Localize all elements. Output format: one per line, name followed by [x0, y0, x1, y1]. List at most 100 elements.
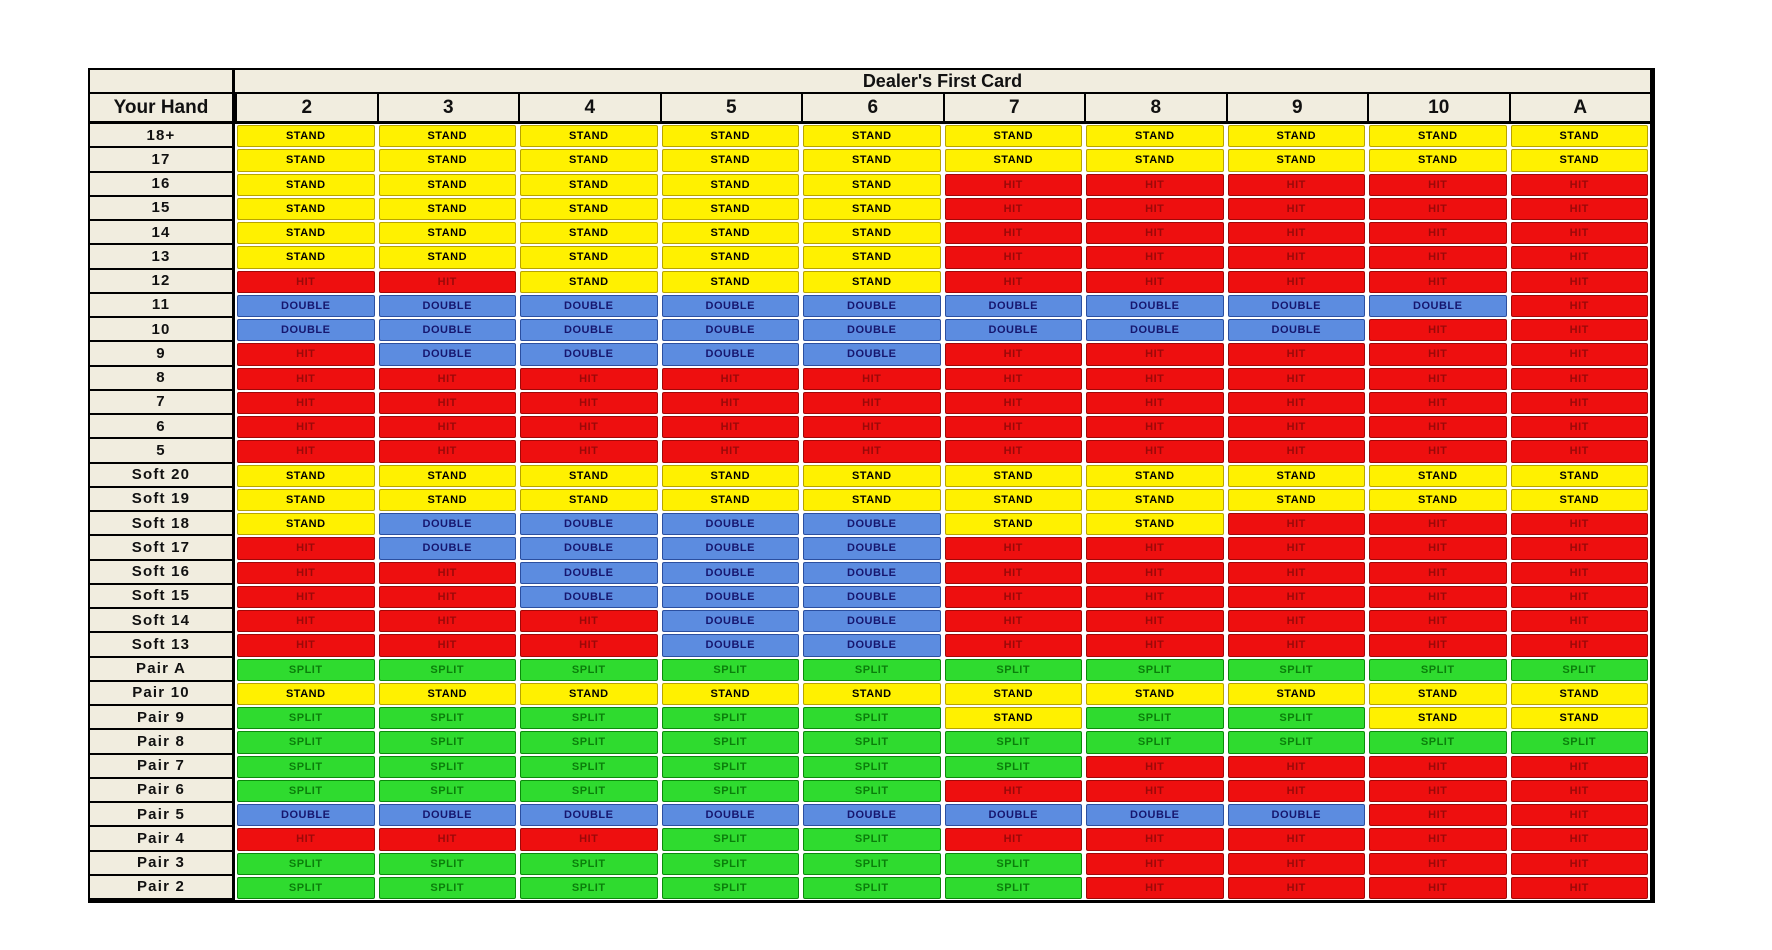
strategy-cell-stand: STAND: [1369, 125, 1507, 148]
strategy-cell-split: SPLIT: [1227, 658, 1365, 681]
strategy-cell-hit: HIT: [1369, 876, 1507, 899]
strategy-cell-hit: HIT: [1369, 561, 1507, 584]
strategy-cell-stand: STAND: [237, 488, 375, 511]
row-label-12: 12: [90, 269, 235, 294]
strategy-cell-double: DOUBLE: [1227, 294, 1365, 317]
strategy-cell-double: DOUBLE: [661, 804, 799, 827]
strategy-cell-stand: STAND: [803, 222, 941, 245]
strategy-cell-hit: HIT: [1227, 246, 1365, 269]
strategy-cell-hit: HIT: [237, 634, 375, 657]
strategy-cell-stand: STAND: [1369, 707, 1507, 730]
strategy-cell-hit: HIT: [944, 634, 1082, 657]
strategy-cell-hit: HIT: [520, 367, 658, 390]
strategy-cell-double: DOUBLE: [661, 294, 799, 317]
strategy-cell-split: SPLIT: [520, 755, 658, 778]
strategy-cell-split: SPLIT: [1510, 731, 1648, 754]
strategy-cell-hit: HIT: [1369, 391, 1507, 414]
strategy-cell-stand: STAND: [944, 149, 1082, 172]
strategy-cell-hit: HIT: [1227, 440, 1365, 463]
strategy-cell-hit: HIT: [1510, 416, 1648, 439]
strategy-cell-split: SPLIT: [661, 707, 799, 730]
strategy-cell-double: DOUBLE: [803, 513, 941, 536]
strategy-cell-hit: HIT: [378, 391, 516, 414]
strategy-cell-stand: STAND: [803, 125, 941, 148]
strategy-cell-hit: HIT: [944, 561, 1082, 584]
strategy-cell-hit: HIT: [803, 391, 941, 414]
strategy-cell-stand: STAND: [378, 173, 516, 196]
strategy-cell-hit: HIT: [1369, 343, 1507, 366]
strategy-cell-double: DOUBLE: [237, 319, 375, 342]
strategy-cell-hit: HIT: [944, 391, 1082, 414]
row-label-pair-4: Pair 4: [90, 827, 235, 852]
strategy-cell-hit: HIT: [1227, 222, 1365, 245]
strategy-cell-hit: HIT: [520, 416, 658, 439]
strategy-cell-stand: STAND: [944, 125, 1082, 148]
strategy-cell-double: DOUBLE: [944, 319, 1082, 342]
strategy-cell-hit: HIT: [237, 537, 375, 560]
strategy-cell-double: DOUBLE: [1086, 319, 1224, 342]
strategy-cell-hit: HIT: [803, 367, 941, 390]
strategy-cell-stand: STAND: [378, 222, 516, 245]
strategy-cell-double: DOUBLE: [803, 804, 941, 827]
strategy-cell-hit: HIT: [1369, 828, 1507, 851]
strategy-cell-split: SPLIT: [378, 658, 516, 681]
row-label-18: 18+: [90, 124, 235, 149]
strategy-cell-stand: STAND: [1369, 464, 1507, 487]
strategy-cell-hit: HIT: [1510, 876, 1648, 899]
strategy-cell-double: DOUBLE: [520, 343, 658, 366]
strategy-cell-split: SPLIT: [944, 658, 1082, 681]
strategy-cell-split: SPLIT: [520, 658, 658, 681]
strategy-cell-stand: STAND: [944, 682, 1082, 705]
strategy-cell-stand: STAND: [1227, 488, 1365, 511]
strategy-cell-hit: HIT: [237, 610, 375, 633]
row-label-soft-13: Soft 13: [90, 633, 235, 658]
strategy-cell-hit: HIT: [1086, 246, 1224, 269]
strategy-cell-stand: STAND: [1510, 707, 1648, 730]
strategy-cell-hit: HIT: [1510, 779, 1648, 802]
strategy-cell-split: SPLIT: [661, 658, 799, 681]
strategy-cell-double: DOUBLE: [661, 513, 799, 536]
strategy-cell-stand: STAND: [803, 149, 941, 172]
strategy-cell-double: DOUBLE: [378, 294, 516, 317]
strategy-cell-double: DOUBLE: [661, 343, 799, 366]
strategy-cell-stand: STAND: [237, 125, 375, 148]
strategy-cell-split: SPLIT: [803, 876, 941, 899]
strategy-cell-double: DOUBLE: [944, 294, 1082, 317]
strategy-cell-stand: STAND: [237, 222, 375, 245]
strategy-cell-hit: HIT: [1086, 222, 1224, 245]
strategy-cell-hit: HIT: [944, 537, 1082, 560]
column-header-4: 4: [518, 94, 660, 124]
strategy-cell-hit: HIT: [944, 246, 1082, 269]
strategy-cell-hit: HIT: [803, 440, 941, 463]
strategy-cell-hit: HIT: [237, 367, 375, 390]
row-label-soft-14: Soft 14: [90, 609, 235, 634]
strategy-cell-stand: STAND: [520, 197, 658, 220]
strategy-cell-hit: HIT: [237, 270, 375, 293]
strategy-cell-split: SPLIT: [1369, 658, 1507, 681]
strategy-cell-double: DOUBLE: [661, 634, 799, 657]
strategy-cell-stand: STAND: [520, 222, 658, 245]
strategy-cell-split: SPLIT: [661, 731, 799, 754]
strategy-cell-hit: HIT: [1369, 270, 1507, 293]
strategy-cell-double: DOUBLE: [378, 319, 516, 342]
strategy-cell-hit: HIT: [1227, 779, 1365, 802]
strategy-cell-hit: HIT: [378, 828, 516, 851]
strategy-cell-hit: HIT: [237, 440, 375, 463]
strategy-cell-stand: STAND: [1369, 682, 1507, 705]
strategy-cell-stand: STAND: [237, 464, 375, 487]
strategy-cell-hit: HIT: [237, 561, 375, 584]
row-label-9: 9: [90, 342, 235, 367]
row-label-pair-8: Pair 8: [90, 730, 235, 755]
strategy-cell-hit: HIT: [1227, 876, 1365, 899]
strategy-cell-stand: STAND: [237, 149, 375, 172]
strategy-cell-hit: HIT: [1086, 537, 1224, 560]
strategy-cell-stand: STAND: [1086, 488, 1224, 511]
strategy-cell-hit: HIT: [1369, 367, 1507, 390]
strategy-cell-stand: STAND: [661, 270, 799, 293]
strategy-cell-hit: HIT: [520, 610, 658, 633]
strategy-cell-stand: STAND: [1086, 125, 1224, 148]
strategy-cell-hit: HIT: [1510, 585, 1648, 608]
strategy-cell-stand: STAND: [520, 125, 658, 148]
strategy-cell-stand: STAND: [378, 464, 516, 487]
strategy-cell-stand: STAND: [1369, 488, 1507, 511]
